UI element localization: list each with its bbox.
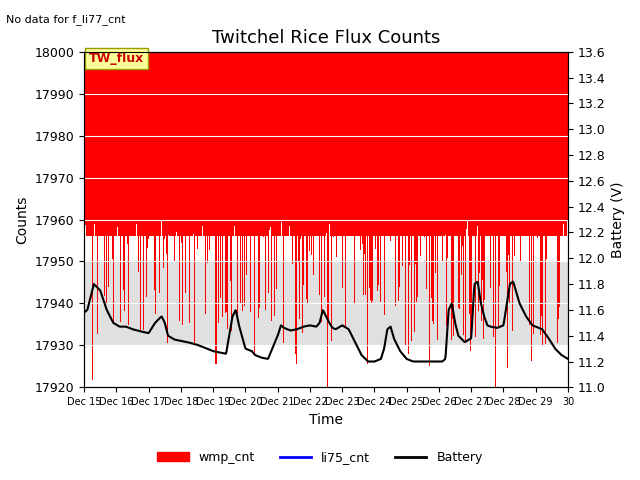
Y-axis label: Counts: Counts [15, 195, 29, 244]
Legend: wmp_cnt, li75_cnt, Battery: wmp_cnt, li75_cnt, Battery [152, 446, 488, 469]
Bar [84, 262, 568, 346]
Text: TW_flux: TW_flux [89, 52, 144, 65]
Text: No data for f_li77_cnt: No data for f_li77_cnt [6, 14, 126, 25]
Y-axis label: Battery (V): Battery (V) [611, 181, 625, 258]
Title: Twitchel Rice Flux Counts: Twitchel Rice Flux Counts [212, 29, 440, 48]
X-axis label: Time: Time [309, 413, 343, 427]
